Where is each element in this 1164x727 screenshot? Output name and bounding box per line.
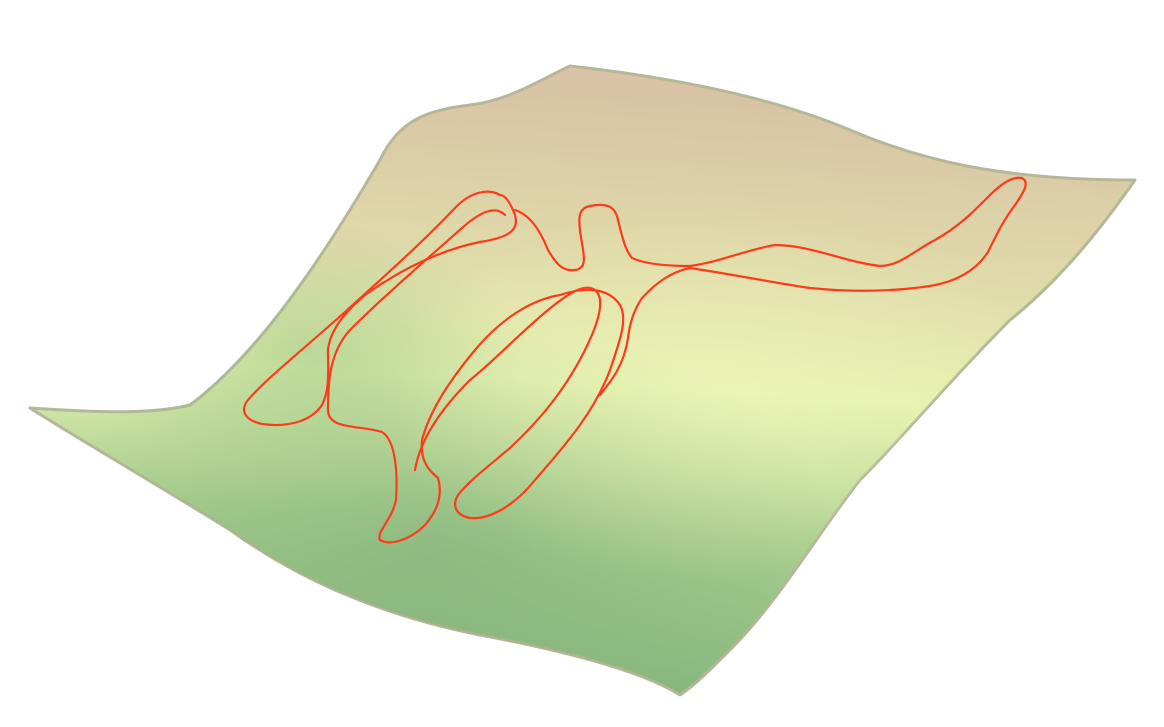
contour-outline[interactable] [243, 176, 1027, 544]
ridge-highlight [30, 66, 1135, 695]
contour-main-ridge[interactable] [513, 176, 1027, 397]
contour-outer-loop[interactable] [243, 190, 518, 427]
contour-inner-loop[interactable] [326, 209, 625, 544]
